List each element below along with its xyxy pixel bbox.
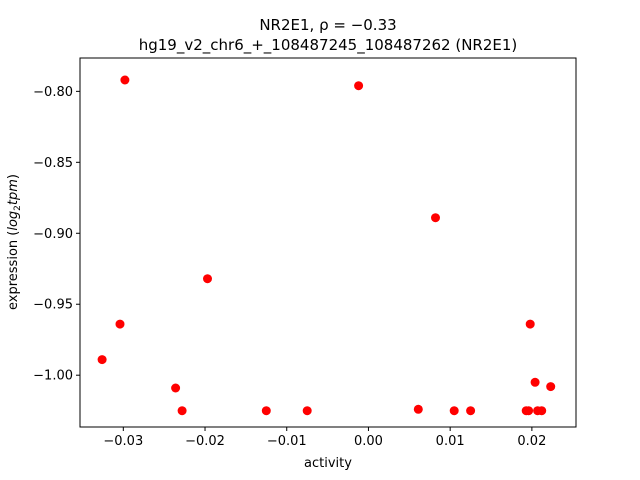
x-tick-label: −0.03 [103,434,143,449]
y-axis-ticks: −0.80 −0.85 −0.90 −0.95 −1.00 [33,85,80,384]
y-axis-label: expression (log2tpm) [6,174,23,310]
data-point [431,213,440,223]
chart-title-line2: hg19_v2_chr6_+_108487245_108487262 (NR2E… [139,36,518,55]
x-tick-label: 0.00 [354,434,383,449]
data-point [449,406,459,416]
y-tick-label: −1.00 [33,369,73,384]
y-axis-label-suffix: ) [6,174,21,179]
y-axis-label-prefix: expression ( [6,231,21,310]
data-point [115,319,125,329]
y-axis-label-log: log [6,211,21,231]
y-tick-label: −0.80 [33,85,73,100]
data-point [120,75,130,85]
data-point [524,406,534,416]
data-point [302,406,312,416]
y-tick-label: −0.85 [33,156,73,171]
x-tick-label: 0.02 [517,434,546,449]
data-point [413,404,423,414]
data-points [97,75,556,416]
data-point [537,406,547,416]
y-axis-label-tpm: tpm [6,179,21,205]
y-axis-label-subscript: 2 [13,205,23,211]
plot-frame [79,57,577,428]
x-tick-label: 0.01 [436,434,465,449]
y-tick-label: −0.95 [33,298,73,313]
x-tick-label: −0.02 [185,434,225,449]
data-point [466,406,476,416]
data-point [97,355,107,365]
data-point [171,383,181,393]
chart-title-line1: NR2E1, ρ = −0.33 [259,16,396,34]
x-tick-label: −0.01 [267,434,307,449]
data-point [546,382,556,392]
data-point [525,319,535,329]
data-point [354,81,364,91]
x-axis-label: activity [304,456,352,471]
data-point [530,377,540,387]
data-point [261,406,271,416]
x-axis-ticks: −0.03 −0.02 −0.01 0.00 0.01 0.02 [103,427,546,449]
data-point [177,406,187,416]
y-tick-label: −0.90 [33,227,73,242]
data-point [203,274,212,284]
